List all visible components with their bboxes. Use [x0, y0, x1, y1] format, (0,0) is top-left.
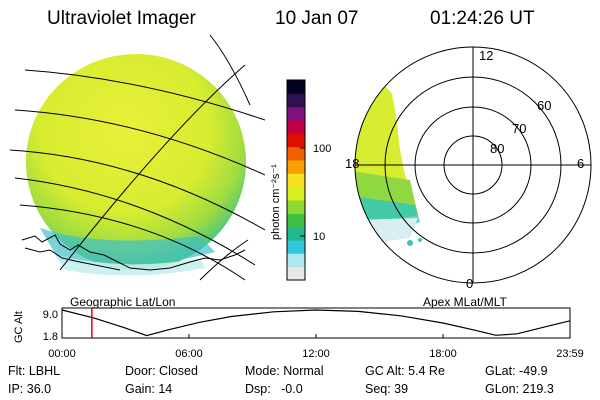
ytick-9: 9.0	[43, 309, 58, 321]
earth-disk	[26, 54, 246, 270]
mode-info: Mode: Normal	[245, 364, 324, 378]
mlt-12-label: 12	[479, 48, 493, 63]
gcalt-info: GC Alt: 5.4 Re	[365, 364, 445, 378]
coastline	[21, 234, 246, 271]
colorbar-tick-10: 10	[313, 231, 325, 243]
latlon-grid	[9, 34, 265, 281]
colorbar-segment	[287, 253, 305, 268]
colorbar-segment	[287, 173, 305, 188]
colorbar-segment	[287, 186, 305, 201]
mlat-60-label: 60	[537, 98, 551, 113]
polar-caption: Apex MLat/MLT	[423, 295, 507, 309]
colorbar-segment	[287, 146, 305, 161]
filter-info: Flt: LBHL	[8, 364, 61, 378]
mlt-18-label: 18	[345, 156, 359, 171]
ylabel: GC Alt	[13, 311, 25, 343]
colorbar-tick-100: 100	[313, 143, 331, 155]
colorbar-segment	[287, 240, 305, 254]
date-label: 10 Jan 07	[275, 8, 359, 29]
altitude-curve	[61, 309, 571, 337]
geo-caption: Geographic Lat/Lon	[70, 295, 176, 309]
door-info: Door: Closed	[125, 364, 198, 378]
xtick-0600: 06:00	[175, 348, 203, 360]
dsp-info: Dsp: -0.0	[245, 382, 303, 396]
mlat-70-label: 70	[512, 121, 526, 136]
instrument-title: Ultraviolet Imager	[47, 8, 196, 29]
mlt-6-label: 6	[577, 156, 584, 171]
colorbar-segment	[287, 200, 305, 214]
xtick-0000: 00:00	[48, 348, 76, 360]
colorbar-segment	[287, 106, 305, 121]
colorbar-segment	[287, 226, 305, 241]
polar-grid	[354, 46, 592, 284]
seq-info: Seq: 39	[365, 382, 409, 396]
gain-info: Gain: 14	[125, 382, 173, 396]
time-label: 01:24:26 UT	[430, 8, 535, 29]
mlt-0-label: 0	[466, 276, 473, 291]
xtick-2359: 23:59	[556, 348, 584, 360]
xtick-1200: 12:00	[302, 348, 330, 360]
colorbar-segment	[287, 160, 305, 174]
mlat-80-label: 80	[490, 141, 504, 156]
colorbar-segment	[287, 80, 305, 94]
colorbar-segment	[287, 266, 305, 281]
colorbar-segment	[287, 133, 305, 148]
ip-info: IP: 36.0	[8, 382, 52, 396]
ytick-1.8: 1.8	[43, 331, 58, 343]
xtick-1800: 18:00	[429, 348, 457, 360]
colorbar-segment	[287, 120, 305, 134]
aurora-lower-band	[40, 228, 215, 266]
colorbar-unit: photon cm⁻²s⁻¹	[270, 164, 282, 240]
glat-info: GLat: -49.9	[485, 364, 548, 378]
colorbar-segment	[287, 213, 305, 228]
glon-info: GLon: 219.3	[485, 382, 554, 396]
colorbar-segment	[287, 93, 305, 108]
